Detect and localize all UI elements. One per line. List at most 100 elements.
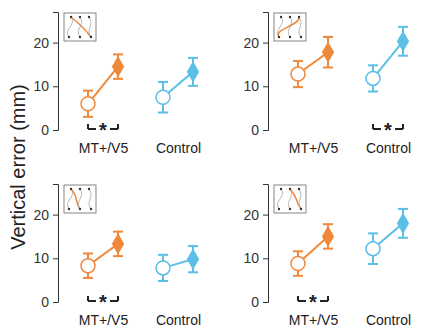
annotation: * <box>384 119 392 141</box>
inset-dot <box>79 36 81 38</box>
point <box>187 249 198 269</box>
tick-mark <box>53 43 58 44</box>
bracket <box>88 300 96 302</box>
tick-label: 0 <box>41 122 49 138</box>
tick-mark <box>53 215 58 216</box>
tick: 0 <box>41 294 58 310</box>
tick: MT+/V5 <box>79 140 129 156</box>
bracket-end <box>327 296 329 301</box>
tick-label: 10 <box>33 78 49 94</box>
inset-dot <box>280 188 282 190</box>
x-axis: MT+/V5 Control <box>79 140 201 156</box>
error-cap <box>83 277 93 279</box>
annotation: * <box>99 119 107 141</box>
inset-dot <box>70 188 72 190</box>
error-cap <box>398 55 408 57</box>
error-cap <box>368 232 378 234</box>
inset-path <box>277 189 282 209</box>
error-cap <box>188 57 198 59</box>
inset-path <box>67 17 72 37</box>
inset-dot <box>88 188 90 190</box>
error-bar <box>113 54 123 78</box>
figure: Vertical error (mm)01020MT+/V5Control*01… <box>0 0 424 334</box>
bracket-end <box>297 296 299 301</box>
error-cap <box>188 245 198 247</box>
marks <box>81 54 199 116</box>
x-axis: MT+/V5Control <box>289 140 411 156</box>
category-label: MT+/V5 <box>79 140 129 156</box>
error-cap <box>368 91 378 93</box>
inset-path <box>288 189 291 209</box>
tick-label: 20 <box>33 35 49 51</box>
inset-dot <box>70 16 72 18</box>
tick: Control <box>156 312 201 328</box>
tick: Control <box>366 140 411 156</box>
inset-path <box>78 189 81 209</box>
tick: 10 <box>33 250 58 266</box>
bracket <box>320 300 328 302</box>
inset-dot <box>79 208 81 210</box>
inset-dot <box>289 208 291 210</box>
tick: 0 <box>41 122 58 138</box>
inset-dot <box>79 16 81 18</box>
error-cap <box>158 81 168 83</box>
error-bar <box>188 246 198 272</box>
axis-line <box>263 185 269 303</box>
error-cap <box>398 26 408 28</box>
tick: MT+/V5 <box>79 312 129 328</box>
category-label: Control <box>156 312 201 328</box>
y-axis-title: Vertical error (mm) <box>7 84 29 250</box>
error-cap <box>158 254 168 256</box>
point <box>156 261 170 275</box>
category-label: MT+/V5 <box>79 312 129 328</box>
tick: 0 <box>251 122 268 138</box>
tick-mark <box>53 130 58 131</box>
error-bar <box>398 209 408 238</box>
inset-dot <box>90 36 92 38</box>
inset-dot <box>90 208 92 210</box>
inset-path <box>71 17 91 37</box>
tick: 10 <box>33 78 58 94</box>
bracket <box>373 128 381 130</box>
inset-dot <box>88 16 90 18</box>
tick: 20 <box>243 207 268 223</box>
y-axis: 01020 <box>33 185 58 310</box>
inset-dot <box>278 208 280 210</box>
error-cap <box>398 237 408 239</box>
error-cap <box>113 78 123 80</box>
inset-path <box>89 189 91 209</box>
tick-mark <box>53 302 58 303</box>
error-cap <box>158 112 168 114</box>
inset-frame <box>64 185 96 213</box>
inset-path <box>78 17 81 37</box>
error-cap <box>158 280 168 282</box>
inset-path <box>89 17 91 37</box>
tick: 10 <box>243 78 268 94</box>
inset-path <box>278 17 299 37</box>
tick-mark <box>263 43 268 44</box>
inset-dot <box>289 188 291 190</box>
x-axis: MT+/V5 Control <box>79 312 201 328</box>
inset-dot <box>300 208 302 210</box>
inset-dot <box>298 188 300 190</box>
inset-dot <box>280 16 282 18</box>
inset <box>64 185 96 213</box>
tick: MT+/V5 <box>289 312 339 328</box>
error-cap <box>83 116 93 118</box>
point <box>81 97 95 111</box>
inset-dot <box>289 16 291 18</box>
tick-label: 10 <box>243 78 259 94</box>
inset-dot <box>68 208 70 210</box>
error-bar <box>323 37 333 68</box>
error-cap <box>113 231 123 233</box>
inset-dot <box>298 16 300 18</box>
tick: Control <box>156 140 201 156</box>
tick-label: 20 <box>243 35 259 51</box>
tick-mark <box>263 130 268 131</box>
error-bar <box>323 224 333 248</box>
significance: * <box>88 119 118 141</box>
tick: 20 <box>33 35 58 51</box>
bracket-end <box>87 124 89 129</box>
point <box>366 242 380 256</box>
panel: 01020MT+/V5Control* <box>33 185 201 328</box>
